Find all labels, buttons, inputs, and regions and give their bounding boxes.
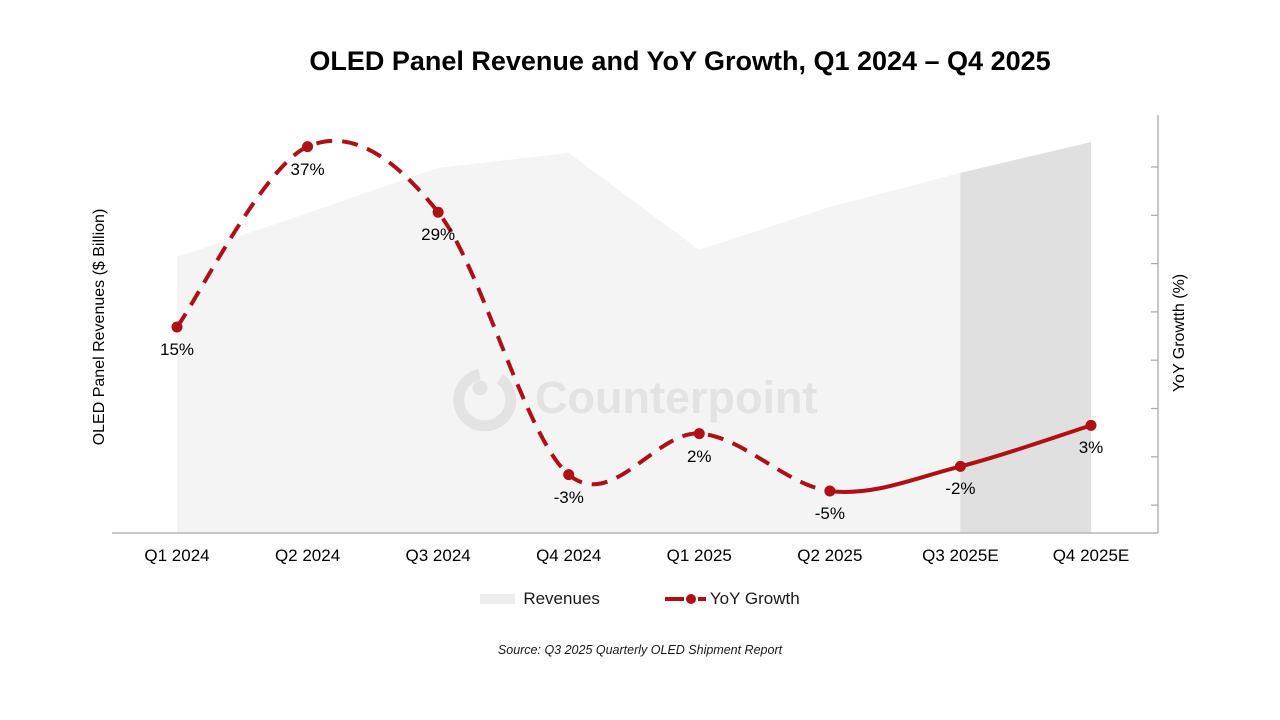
- legend-revenues-label: Revenues: [523, 589, 600, 608]
- yoy-data-label: 2%: [686, 446, 712, 466]
- yoy-data-label: -5%: [814, 504, 845, 523]
- yoy-data-point: [563, 469, 575, 481]
- yoy-data-label: -3%: [553, 487, 584, 507]
- legend-item-yoy: YoY Growth: [664, 589, 800, 609]
- source-note: Source: Q3 2025 Quarterly OLED Shipment …: [497, 643, 783, 657]
- yoy-data-label: 37%: [290, 159, 325, 179]
- yoy-dashed-line-icon: [664, 594, 706, 604]
- revenues-area-swatch-icon: [480, 594, 516, 604]
- x-tick-label: Q4 2024: [536, 546, 602, 565]
- legend-yoy-label: YoY Growth: [709, 589, 800, 608]
- x-tick-label: Q3 2024: [405, 546, 471, 565]
- revenues-area-forecast: [960, 142, 1091, 533]
- legend: Revenues YoY Growth: [0, 589, 1280, 609]
- legend-item-revenues: Revenues: [480, 589, 600, 609]
- yoy-data-point: [693, 428, 705, 440]
- x-tick-label: Q2 2024: [274, 546, 341, 565]
- yoy-data-point: [171, 321, 183, 333]
- yoy-data-point: [302, 141, 314, 153]
- revenues-area-actual: [177, 152, 961, 533]
- yoy-data-point: [432, 206, 444, 218]
- yoy-data-label: 3%: [1078, 438, 1104, 458]
- yoy-data-point: [824, 485, 836, 497]
- yoy-data-label: -2%: [945, 479, 976, 499]
- x-tick-label: Q3 2025E: [922, 546, 999, 565]
- yoy-data-label: 15%: [159, 340, 195, 359]
- x-tick-label: Q1 2024: [144, 546, 210, 565]
- x-tick-label: Q4 2025E: [1052, 546, 1130, 565]
- x-tick-label: Q2 2025: [797, 546, 863, 565]
- yoy-data-label: 29%: [421, 225, 456, 245]
- x-tick-label: Q1 2025: [666, 546, 732, 565]
- chart-title: OLED Panel Revenue and YoY Growth, Q1 20…: [309, 46, 1051, 76]
- yoy-data-point: [1085, 419, 1097, 431]
- yoy-growth-line-dashed: [175, 138, 831, 493]
- yoy-data-point: [954, 460, 966, 472]
